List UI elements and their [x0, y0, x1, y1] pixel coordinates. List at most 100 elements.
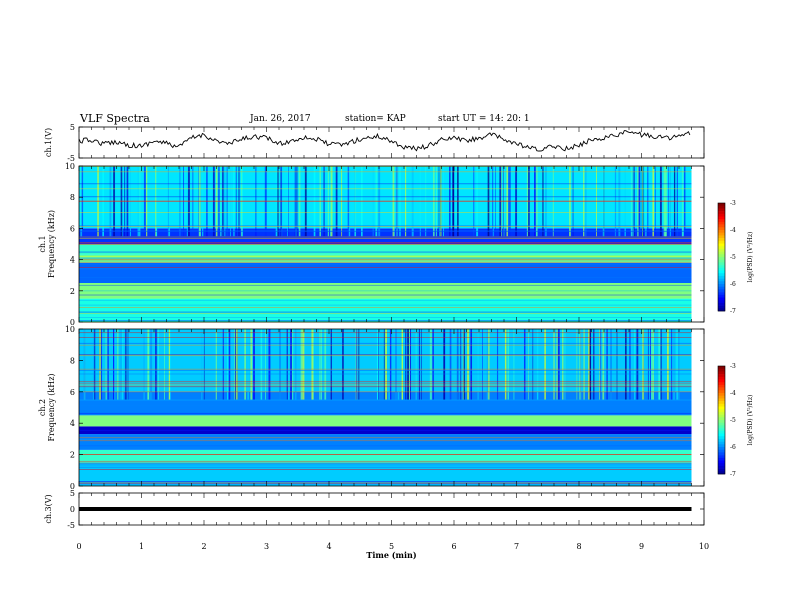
spectrogram-lines: [79, 166, 692, 323]
spectrogram-band-4: [79, 244, 692, 255]
y-tick-label: 5: [70, 123, 75, 132]
colorbar-segment: [718, 447, 725, 450]
spectrogram-streak: [486, 329, 489, 400]
spectrogram-streak: [642, 329, 645, 400]
spectrogram-line: [79, 261, 692, 263]
spectrogram-streak: [330, 329, 332, 400]
spectrogram-line: [79, 188, 692, 190]
x-tick-label: 9: [639, 542, 644, 551]
colorbar-tick-label: -6: [730, 444, 736, 451]
spectrogram-streak: [588, 329, 590, 400]
spectrogram-streak: [401, 329, 404, 400]
spectrogram-line: [79, 412, 692, 414]
spectrogram-streak: [677, 329, 680, 400]
colorbar-segment: [718, 433, 725, 437]
spectrogram-streak: [286, 329, 288, 400]
spectrogram-streak: [513, 329, 515, 400]
colorbar-segment: [718, 382, 725, 386]
spectrogram-band-2: [79, 434, 692, 450]
colorbar-segment: [718, 374, 725, 378]
spectrogram-line: [79, 284, 692, 286]
spectrogram-line: [79, 251, 692, 253]
spectrogram-streak: [222, 329, 224, 400]
spectrogram-streak: [432, 329, 434, 400]
spectrogram-line: [79, 243, 692, 245]
plot-title: VLF Spectra: [80, 112, 150, 125]
spectrogram-lines: [79, 332, 692, 485]
spectrogram-line: [79, 460, 692, 462]
spectrogram-streak: [673, 329, 675, 400]
colorbar-segment: [718, 259, 725, 263]
spectrogram-line: [79, 354, 692, 356]
spectrogram-line: [79, 317, 692, 318]
spectrogram-streak: [253, 329, 255, 400]
colorbar-segment: [718, 221, 725, 225]
spectrogram-line: [79, 263, 692, 265]
spectrogram-line: [79, 259, 692, 261]
colorbar-tick-label: -4: [730, 390, 736, 397]
colorbar-segment: [718, 384, 725, 388]
colorbar-tick-label: -7: [730, 471, 736, 478]
colorbar-segment: [718, 281, 725, 285]
spectrogram-streak: [482, 329, 483, 400]
spectrogram-streak: [93, 329, 96, 400]
spectrogram-streak: [583, 329, 585, 400]
spectrogram-streak: [235, 329, 236, 400]
spectrogram-streak: [610, 329, 612, 400]
spectrogram-streak: [358, 329, 360, 400]
colorbar-segment: [718, 444, 725, 448]
spectrogram-line: [79, 290, 692, 292]
spectrogram-streak: [556, 329, 558, 400]
x-tick-label: 4: [326, 542, 331, 551]
colorbar-tick-label: -5: [730, 417, 736, 424]
spectrogram-streak: [268, 329, 271, 400]
colorbar-segment: [718, 267, 725, 271]
y-tick-label: 6: [70, 388, 75, 397]
colorbar-segment: [718, 406, 725, 410]
colorbar-segment: [718, 430, 725, 434]
spectrogram-streak: [247, 329, 249, 400]
spectrogram-line: [79, 434, 692, 435]
colorbar-segment: [718, 286, 725, 290]
spectrogram-band-0: [79, 298, 692, 322]
spectrogram-streak: [265, 329, 266, 400]
colorbar-segment: [718, 302, 725, 306]
spectrogram-line: [79, 183, 692, 185]
spectrogram-line: [79, 373, 692, 375]
colorbar-segment: [718, 368, 725, 372]
spectrogram-streak: [671, 329, 673, 400]
spectrogram-streak: [443, 329, 445, 400]
spectrogram-streak: [302, 329, 305, 400]
spectrogram-streak: [579, 329, 582, 400]
spectrogram-streak: [528, 329, 529, 400]
colorbar-tick-label: -6: [730, 281, 736, 288]
colorbar-tick-label: -7: [730, 308, 736, 315]
colorbar-segment: [718, 366, 725, 369]
spectrogram-streak: [385, 329, 387, 400]
spectrogram-streak: [288, 329, 290, 400]
station-label: station= KAP: [345, 114, 406, 124]
x-axis-label: Time (min): [366, 550, 416, 560]
spectrogram-line: [79, 320, 692, 322]
colorbar-segment: [718, 471, 725, 475]
x-tick-label: 10: [699, 542, 709, 551]
spectrogram-line: [79, 370, 692, 371]
spectrogram-line: [79, 312, 692, 314]
date-label: Jan. 26, 2017: [250, 114, 311, 124]
spectrogram-streak: [324, 329, 327, 400]
spectrogram-line: [79, 368, 692, 370]
spectrogram-line: [79, 307, 692, 308]
colorbar-label: log(PSD) (V²/Hz): [747, 395, 754, 446]
y-tick-label: 0: [70, 505, 75, 514]
spectrogram-line: [79, 469, 692, 470]
colorbar-segment: [718, 398, 725, 402]
colorbar-segment: [718, 251, 725, 255]
spectrogram-streak: [576, 329, 578, 400]
spectrogram-streak: [320, 329, 323, 400]
spectrogram-band-6: [79, 166, 692, 229]
spectrogram-streak: [532, 329, 534, 400]
colorbar-segment: [718, 411, 725, 415]
spectrogram-streak: [602, 329, 605, 400]
spectrogram-streak: [291, 329, 294, 400]
x-tick-label: 2: [201, 542, 206, 551]
